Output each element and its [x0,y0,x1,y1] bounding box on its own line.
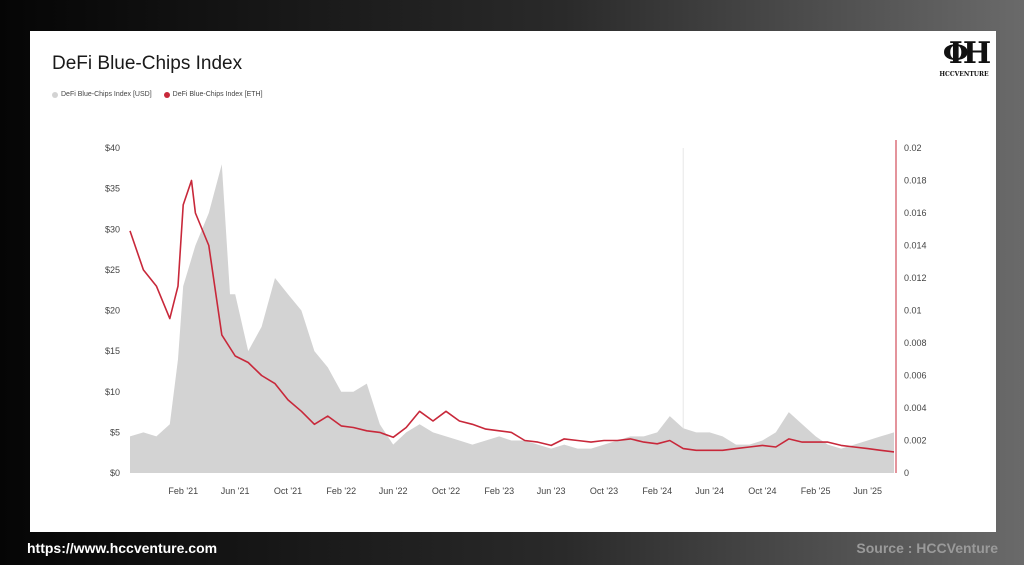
right-axis-tick-label: 0.016 [904,208,927,218]
x-axis-tick-label: Jun '24 [695,486,724,496]
x-axis-tick-label: Feb '21 [168,486,198,496]
legend-swatch-eth [163,91,170,98]
x-axis-tick-label: Feb '25 [801,486,831,496]
chart-plot: $0 $5 $10 $15 $20 $25 $30 $35 $40 0 0.002 0.004 0.00… [105,140,927,496]
x-axis-tick-label: Jun '23 [537,486,566,496]
right-axis-tick-label: 0.002 [904,436,927,446]
legend-label-usd: DeFi Blue-Chips Index [USD] [61,91,152,98]
plot-layer: $0 $5 $10 $15 $20 $25 $30 $35 $40 0 0.002 0.004 0.00… [105,140,927,496]
footer-source: Source : HCCVenture [856,540,998,556]
right-axis-tick-label: 0.004 [904,403,927,413]
legend-item-usd[interactable]: DeFi Blue-Chips Index [USD] [52,91,152,98]
legend-item-eth[interactable]: DeFi Blue-Chips Index [ETH] [163,91,263,98]
x-axis-tick-label: Oct '23 [590,486,618,496]
x-axis-tick-label: Oct '21 [274,486,302,496]
left-axis-tick-label: $15 [105,346,120,356]
chart-legend: DeFi Blue-Chips Index [USD] DeFi Blue-Ch… [52,91,263,98]
series-eth-line [129,179,895,453]
left-axis-tick-label: $35 [105,184,120,194]
x-axis-tick-label: Oct '24 [748,486,776,496]
logo-mark-icon: ΦH [942,36,991,71]
x-axis-tick-label: Feb '22 [326,486,356,496]
chart-title: DeFi Blue-Chips Index [52,53,243,74]
right-axis-tick-label: 0.02 [904,143,922,153]
left-axis-tick-label: $25 [105,265,120,275]
right-axis-tick-label: 0.01 [904,306,922,316]
left-axis-tick-label: $40 [105,143,120,153]
x-axis-tick-label: Feb '24 [642,486,672,496]
right-axis-tick-label: 0.006 [904,371,927,381]
right-axis-tick-label: 0.008 [904,338,927,348]
right-axis-tick-label: 0.012 [904,273,927,283]
series-usd-area [130,164,894,474]
left-axis-tick-label: $20 [105,306,120,316]
chart-card: DeFi Blue-Chips Index DeFi Blue-Chips In… [30,31,996,532]
legend-swatch-usd [52,91,58,98]
right-axis-tick-label: 0.018 [904,176,927,186]
footer-url-link[interactable]: https://www.hccventure.com [27,540,218,556]
left-axis-tick-label: $5 [110,427,120,437]
left-axis-tick-label: $30 [105,224,120,234]
x-axis-tick-label: Jun '22 [379,486,408,496]
hccventure-logo: ΦH HCCVENTURE [938,36,991,87]
x-axis-tick-label: Jun '21 [221,486,250,496]
legend-label-eth: DeFi Blue-Chips Index [ETH] [172,91,263,98]
x-axis-tick-label: Feb '23 [484,486,514,496]
left-axis-tick-label: $10 [105,387,120,397]
x-axis-tick-label: Oct '22 [432,486,460,496]
x-axis-tick-label: Jun '25 [853,486,882,496]
right-axis-tick-label: 0.014 [904,241,927,251]
logo-text: HCCVENTURE [939,71,989,78]
right-axis-tick-label: 0 [904,468,909,478]
left-axis-tick-label: $0 [110,468,120,478]
